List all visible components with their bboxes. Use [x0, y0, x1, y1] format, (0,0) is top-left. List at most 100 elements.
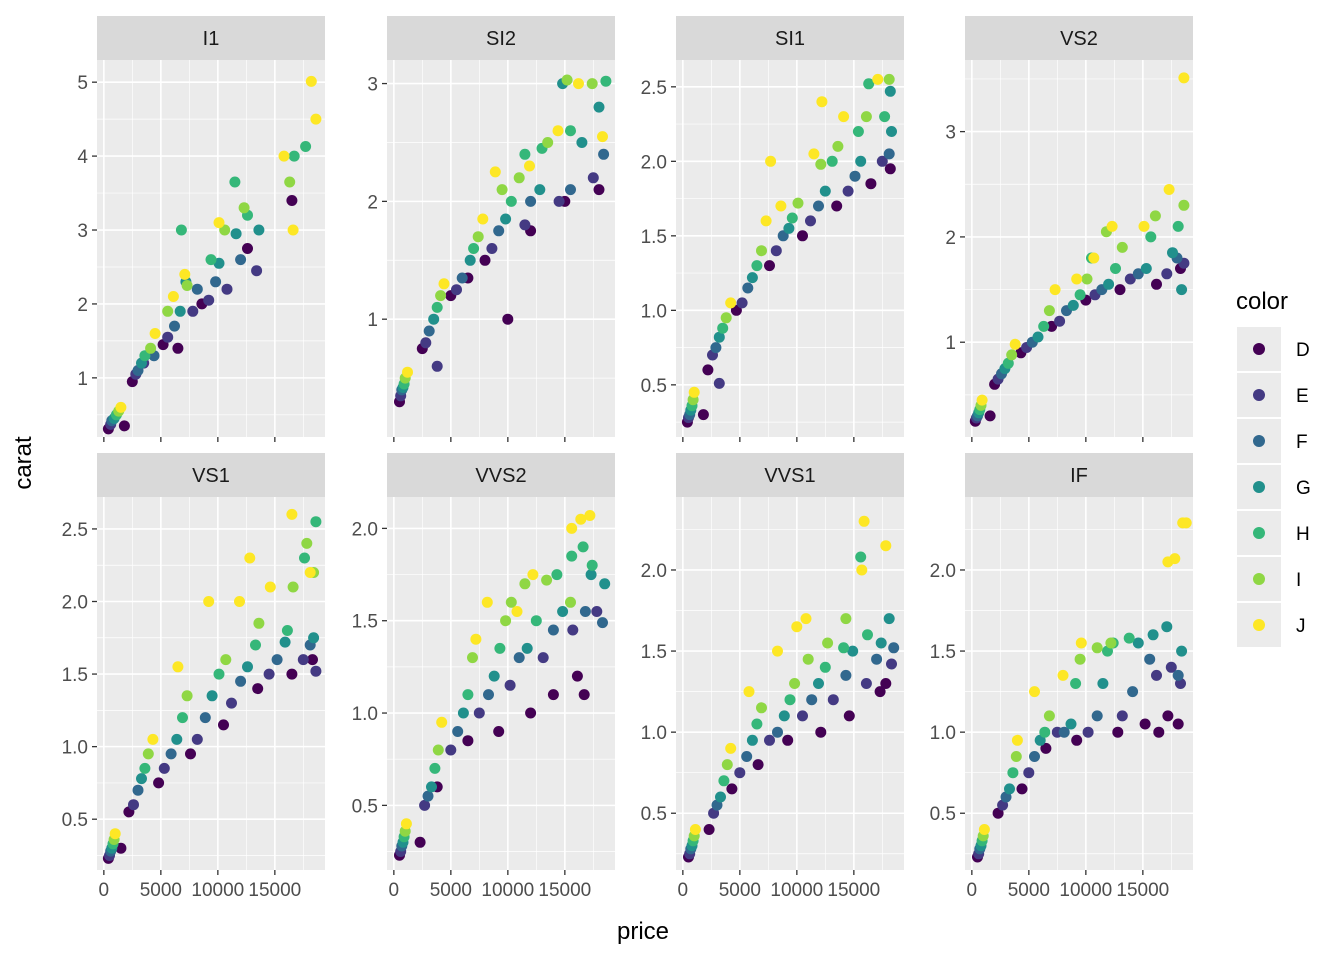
data-point	[500, 213, 512, 225]
y-tick-label: 0.5	[641, 804, 667, 825]
data-point	[284, 176, 296, 188]
data-point	[297, 654, 309, 666]
data-point	[1009, 338, 1021, 350]
data-point	[473, 707, 485, 719]
legend-entry-label: J	[1296, 616, 1306, 637]
data-point	[419, 799, 431, 811]
data-point	[1071, 273, 1083, 285]
series-j	[115, 75, 322, 413]
data-point	[431, 301, 443, 313]
data-point	[229, 176, 241, 188]
data-point	[1091, 710, 1103, 722]
data-point	[858, 515, 870, 527]
series-i	[113, 176, 296, 417]
data-point	[883, 73, 895, 85]
data-point	[802, 653, 814, 665]
data-point	[221, 283, 233, 295]
data-point	[191, 733, 203, 745]
data-point	[743, 686, 755, 698]
data-point	[253, 224, 265, 236]
data-point	[191, 283, 203, 295]
data-point	[500, 615, 512, 627]
data-point	[172, 661, 184, 673]
y-tick-label: 2	[77, 295, 88, 316]
data-point	[287, 224, 299, 236]
data-point	[109, 828, 121, 840]
facet-strip	[387, 453, 615, 497]
y-tick-label: 0.5	[641, 376, 667, 397]
data-point	[880, 678, 892, 689]
data-point	[307, 654, 318, 666]
x-tick-label: 10000	[191, 880, 244, 901]
data-point	[1172, 669, 1184, 681]
y-tick-label: 1.5	[352, 612, 378, 633]
data-point	[736, 297, 748, 309]
data-point	[136, 773, 147, 785]
data-point	[760, 215, 772, 227]
data-point	[815, 158, 827, 170]
data-point	[174, 305, 186, 317]
data-point	[1178, 72, 1190, 84]
data-point	[587, 172, 599, 184]
legend-entry-f: F	[1237, 419, 1308, 463]
legend-key-point	[1253, 435, 1265, 447]
data-point	[597, 131, 608, 143]
data-point	[530, 615, 542, 627]
data-point	[519, 148, 531, 160]
data-point	[1172, 220, 1184, 232]
data-point	[552, 125, 564, 137]
data-point	[203, 294, 215, 306]
x-tick-label: 15000	[538, 880, 591, 901]
data-point	[1138, 220, 1150, 232]
facet-strip-label: VVS1	[764, 465, 815, 487]
data-point	[519, 578, 531, 590]
data-point	[751, 718, 763, 730]
data-point	[992, 807, 1004, 819]
data-point	[1040, 742, 1052, 754]
data-point	[1161, 268, 1173, 280]
data-point	[1176, 284, 1188, 296]
data-point	[1007, 767, 1019, 779]
data-point	[730, 304, 742, 316]
data-point	[281, 625, 293, 636]
data-point	[888, 642, 900, 654]
data-point	[252, 683, 264, 695]
data-point	[591, 606, 603, 617]
data-point	[481, 596, 493, 608]
data-point	[1112, 726, 1124, 738]
data-point	[264, 581, 276, 593]
data-point	[1153, 726, 1165, 738]
data-point	[263, 668, 275, 680]
series-d	[972, 710, 1184, 863]
data-point	[452, 726, 464, 737]
data-point	[165, 748, 177, 760]
series-f	[684, 148, 895, 421]
series-j	[976, 72, 1190, 406]
facet-strip	[97, 16, 325, 60]
y-tick-label: 1.5	[641, 642, 667, 663]
legend-entry-h: H	[1237, 511, 1310, 555]
y-tick-label: 5	[77, 73, 88, 94]
data-point	[689, 824, 701, 835]
data-point	[832, 140, 844, 152]
x-tick-label: 15000	[1116, 880, 1169, 901]
data-point	[976, 394, 988, 406]
data-point	[286, 668, 298, 680]
data-point	[840, 669, 852, 681]
data-point	[464, 254, 476, 266]
data-point	[1074, 653, 1086, 665]
legend-entries: D E F G H I J	[1237, 327, 1311, 647]
data-point	[791, 621, 803, 633]
data-point	[1081, 273, 1093, 285]
data-point	[513, 652, 525, 664]
data-point	[585, 569, 597, 581]
data-point	[451, 284, 462, 296]
legend-title: color	[1236, 288, 1288, 315]
data-point	[462, 735, 474, 747]
data-point	[586, 78, 598, 90]
data-point	[1075, 637, 1087, 649]
data-point	[764, 260, 775, 272]
data-point	[145, 342, 157, 354]
series-j	[978, 517, 1192, 835]
data-point	[726, 783, 738, 795]
